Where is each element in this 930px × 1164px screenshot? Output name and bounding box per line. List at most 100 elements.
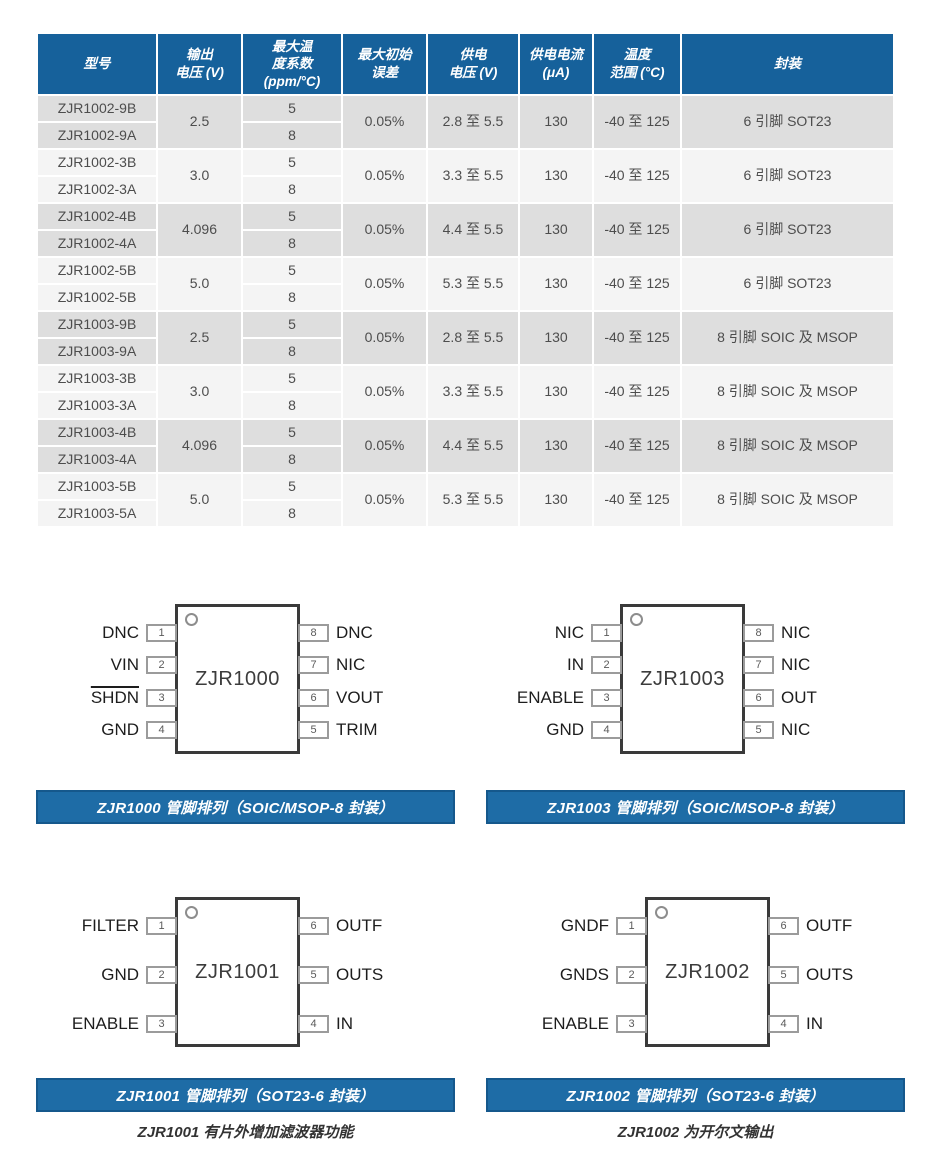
pin-label: FILTER: [81, 915, 139, 935]
pin-label: OUT: [781, 687, 817, 707]
pin-number-box: 4: [768, 1014, 799, 1033]
pin-number-box: 5: [298, 721, 329, 740]
table-row: ZJR1002-4B 4.096 5 0.05% 4.4 至 5.5 130 -40 至 1…: [36, 202, 895, 258]
pin-row: 8 NIC: [743, 623, 810, 642]
cell-supply-voltage: 5.3 至 5.5: [426, 256, 520, 312]
pin-label: DNC: [102, 622, 139, 642]
cell-tempco: 8: [241, 445, 343, 474]
cell-supply-current: 130: [518, 418, 594, 474]
pin-number-box: 7: [298, 656, 329, 675]
pin-row: 7 NIC: [743, 655, 810, 675]
pin-label: GND: [546, 720, 584, 740]
table-row: ZJR1002-5B 8: [36, 283, 894, 312]
chip-body: ZJR1000: [175, 604, 300, 754]
header-package: 封装: [680, 32, 895, 96]
cell-supply-current: 130: [518, 364, 594, 420]
pin-label: GNDF: [560, 915, 609, 935]
caption-zjr1001: ZJR1001 管脚排列（SOT23-6 封装）: [36, 1078, 455, 1112]
pin-row: GND 4: [546, 720, 622, 740]
header-output-voltage: 输出 电压 (V): [156, 32, 243, 96]
table-row: ZJR1003-5A 8: [36, 499, 894, 528]
pin-number-box: 4: [146, 721, 177, 740]
pin-diagram-zjr1002: ZJR1002 GNDF 1 GNDS 2 ENABLE 3 6 OUTF 5 OUTS 4 IN: [518, 894, 928, 1059]
chip-label: ZJR1003: [640, 667, 725, 690]
pin-label: IN: [567, 655, 584, 675]
chip-body: ZJR1002: [645, 897, 770, 1047]
pin-row: 6 VOUT: [298, 688, 383, 707]
spec-table-header: 型号 输出 电压 (V) 最大温 度系数 (ppm/°C) 最大初始 误差 供电…: [36, 32, 895, 96]
pin-number-box: 4: [591, 721, 622, 740]
pin-label: NIC: [554, 622, 584, 642]
pin-label: OUTS: [336, 964, 384, 984]
chip-body: ZJR1001: [175, 897, 300, 1047]
cell-supply-voltage: 3.3 至 5.5: [426, 148, 520, 204]
pin-number-box: 6: [298, 916, 329, 935]
note-zjr1001: ZJR1001 有片外增加滤波器功能: [137, 1124, 354, 1141]
cell-output-voltage: 2.5: [156, 310, 243, 366]
table-row: ZJR1002-3B 3.0 5 0.05% 3.3 至 5.5 130 -40 至 125…: [36, 148, 895, 204]
cell-tempco: 5: [241, 202, 343, 231]
cell-initial-error: 0.05%: [341, 202, 428, 258]
pin-label: ENABLE: [541, 1013, 609, 1033]
cell-temp-range: -40 至 125: [592, 472, 682, 528]
pin-label: SHDN: [90, 687, 139, 707]
pin-row: 5 OUTS: [298, 965, 383, 984]
chip-label: ZJR1000: [195, 667, 280, 690]
pin1-indicator-dot: [185, 613, 198, 626]
pin-number-box: 3: [146, 688, 177, 707]
cell-tempco: 8: [241, 121, 343, 150]
cell-temp-range: -40 至 125: [592, 310, 682, 366]
cell-initial-error: 0.05%: [341, 364, 428, 420]
cell-model: ZJR1002-5B: [36, 283, 158, 312]
pin-number-box: 8: [743, 623, 774, 642]
spec-table-body: ZJR1002-9B 2.5 5 0.05% 2.8 至 5.5 130 -40 至 125…: [36, 94, 895, 528]
pin-row: GND 4: [101, 720, 177, 740]
table-row: ZJR1003-9A 8: [36, 337, 894, 366]
cell-supply-current: 130: [518, 202, 594, 258]
cell-tempco: 5: [241, 418, 343, 447]
table-row: ZJR1003-3B 3.0 5 0.05% 3.3 至 5.5 130 -40 至 125…: [36, 364, 895, 420]
header-model: 型号: [36, 32, 158, 96]
cell-initial-error: 0.05%: [341, 418, 428, 474]
table-row: ZJR1003-4B 4.096 5 0.05% 4.4 至 5.5 130 -40 至 1…: [36, 418, 895, 474]
pin-label: GND: [101, 720, 139, 740]
cell-supply-voltage: 2.8 至 5.5: [426, 310, 520, 366]
pin-number-box: 6: [743, 688, 774, 707]
table-row: ZJR1003-3A 8: [36, 391, 894, 420]
pin-row: FILTER 1: [82, 916, 177, 935]
pin-label: NIC: [781, 720, 811, 740]
pin-number-box: 2: [616, 965, 647, 984]
cell-tempco: 8: [241, 391, 343, 420]
cell-tempco: 5: [241, 310, 343, 339]
cell-tempco: 5: [241, 256, 343, 285]
pin-number-box: 2: [146, 965, 177, 984]
pin-number-box: 5: [743, 721, 774, 740]
pin-label: VOUT: [336, 687, 384, 707]
left-pins: FILTER 1 GND 2 ENABLE 3: [55, 916, 177, 1033]
pin-row: VIN 2: [110, 655, 177, 675]
cell-model: ZJR1003-9B: [36, 310, 158, 339]
pin-row: GNDF 1: [561, 916, 647, 935]
pin-number-box: 3: [146, 1014, 177, 1033]
pin-number-box: 3: [616, 1014, 647, 1033]
cell-supply-current: 130: [518, 94, 594, 150]
pin-label: GND: [101, 964, 139, 984]
pin-label: GNDS: [559, 964, 609, 984]
left-pins: GNDF 1 GNDS 2 ENABLE 3: [518, 916, 647, 1033]
cell-model: ZJR1002-4B: [36, 202, 158, 231]
cell-supply-current: 130: [518, 472, 594, 528]
cell-model: ZJR1003-5A: [36, 499, 158, 528]
cell-model: ZJR1002-4A: [36, 229, 158, 258]
caption-zjr1002: ZJR1002 管脚排列（SOT23-6 封装）: [486, 1078, 905, 1112]
pin-number-box: 1: [146, 916, 177, 935]
pin-label: VIN: [110, 655, 139, 675]
cell-initial-error: 0.05%: [341, 310, 428, 366]
pin-row: 6 OUTF: [768, 916, 852, 935]
table-row: ZJR1002-4A 8: [36, 229, 894, 258]
cell-temp-range: -40 至 125: [592, 418, 682, 474]
pin-label: NIC: [336, 655, 366, 675]
pin-row: ENABLE 3: [517, 688, 622, 707]
cell-output-voltage: 5.0: [156, 472, 243, 528]
cell-tempco: 5: [241, 94, 343, 123]
pin-label: OUTF: [336, 915, 383, 935]
